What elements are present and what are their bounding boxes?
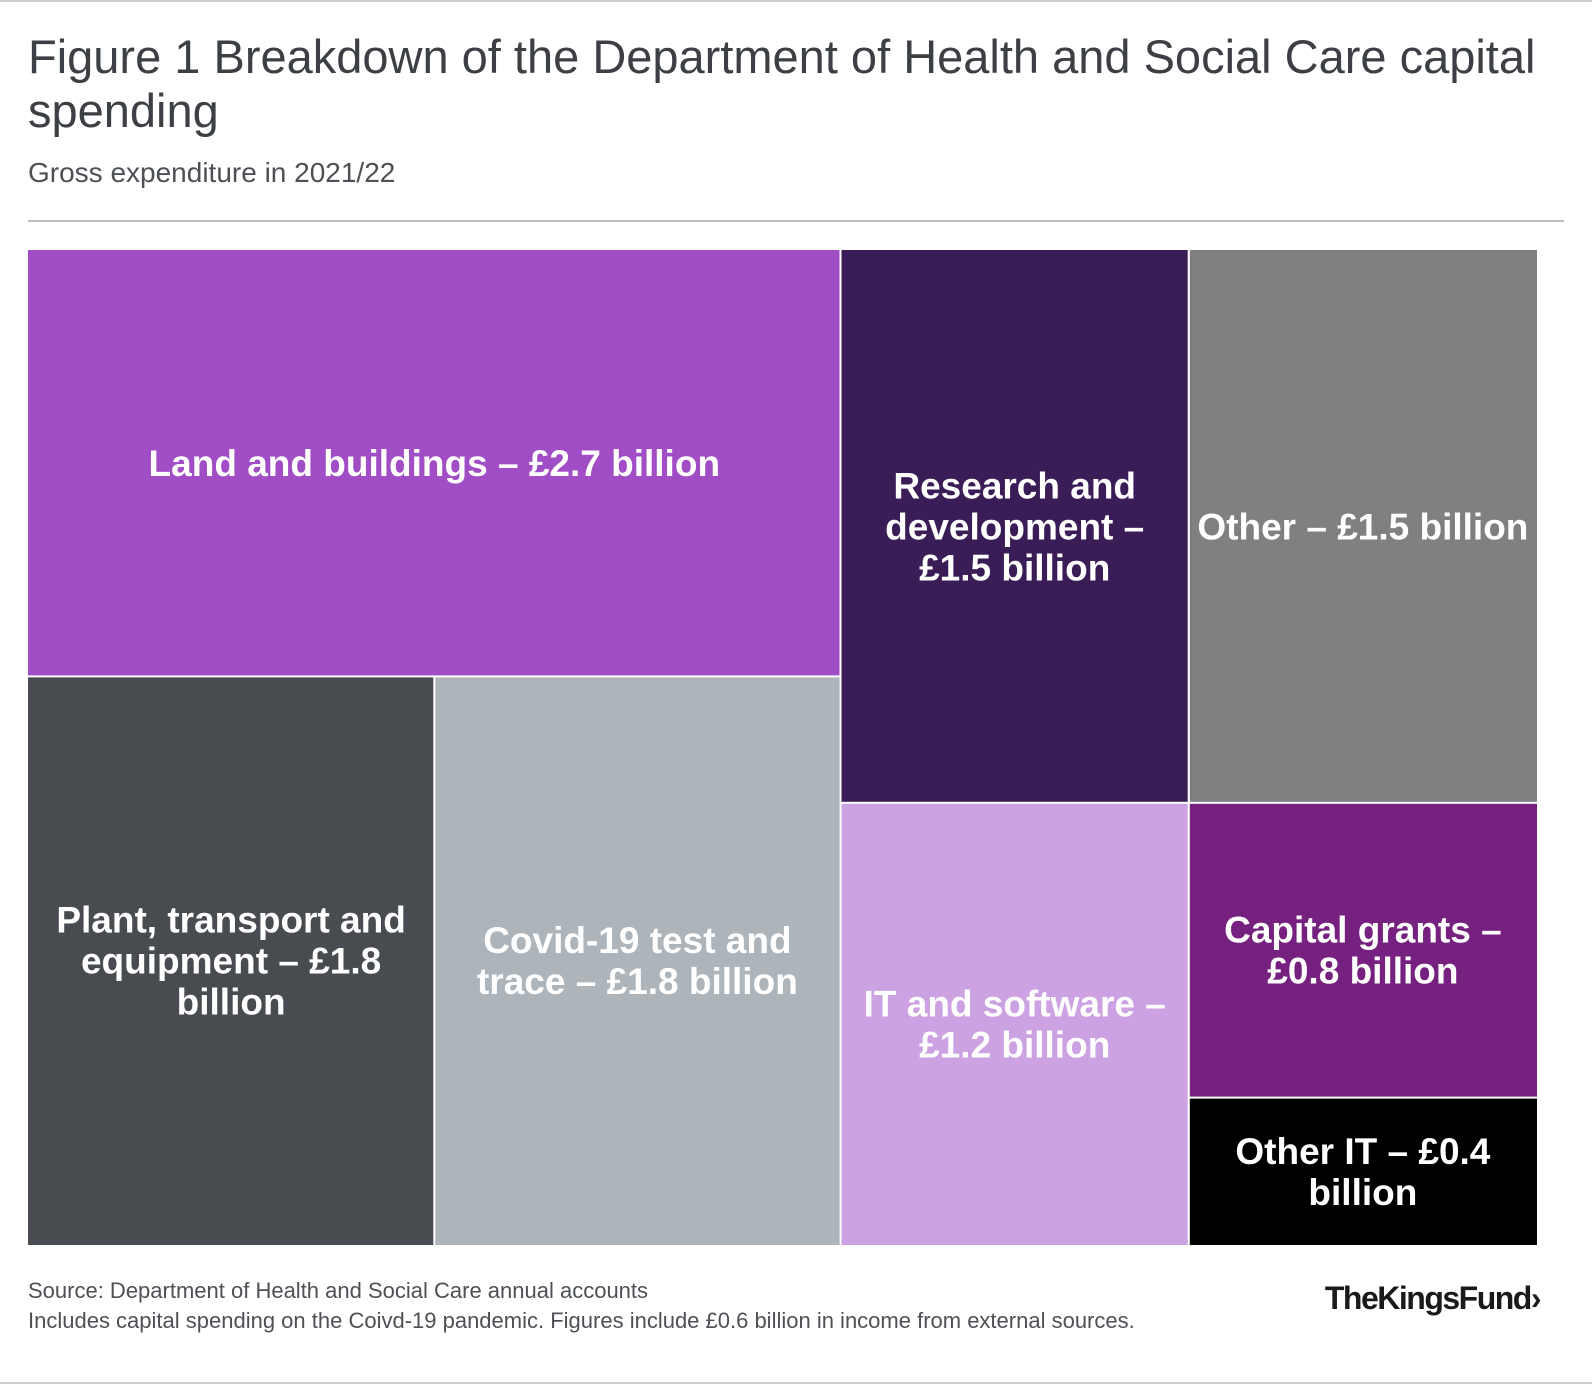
footer-source: Source: Department of Health and Social … xyxy=(28,1278,649,1303)
footer-note: Includes capital spending on the Coivd-1… xyxy=(28,1308,1135,1333)
tile-covid-19-test-and-trace xyxy=(435,677,840,1245)
tile-label-research-and-development: Research and development – £1.5 billion xyxy=(885,465,1144,588)
tile-capital-grants xyxy=(1189,803,1537,1097)
tile-label-it-and-software: IT and software – £1.2 billion xyxy=(864,983,1166,1065)
tile-other xyxy=(1189,250,1537,802)
tile-label-covid-19-test-and-trace: Covid-19 test and trace – £1.8 billion xyxy=(477,920,798,1002)
bottom-rule xyxy=(0,1382,1592,1384)
tile-label-capital-grants: Capital grants – £0.8 billion xyxy=(1224,910,1502,992)
tile-label-land-and-buildings: Land and buildings – £2.7 billion xyxy=(149,443,721,484)
kings-fund-logo: TheKingsFund› xyxy=(1324,1280,1542,1316)
tile-research-and-development xyxy=(841,250,1188,802)
chart-subtitle: Gross expenditure in 2021/22 xyxy=(28,157,396,188)
tile-label-plant-transport-and-equipment: Plant, transport and equipment – £1.8 bill… xyxy=(56,900,405,1023)
tile-it-and-software xyxy=(841,803,1188,1245)
tile-land-and-buildings xyxy=(28,250,840,676)
top-rule xyxy=(0,0,1592,2)
tile-other-it xyxy=(1189,1098,1537,1245)
header-divider xyxy=(28,220,1564,222)
tile-label-other: Other – £1.5 billion xyxy=(1197,506,1528,547)
chart-title: Figure 1 Breakdown of the Department of … xyxy=(28,30,1536,137)
tile-label-other-it: Other IT – £0.4 billion xyxy=(1235,1131,1490,1213)
tile-plant-transport-and-equipment xyxy=(28,677,434,1245)
